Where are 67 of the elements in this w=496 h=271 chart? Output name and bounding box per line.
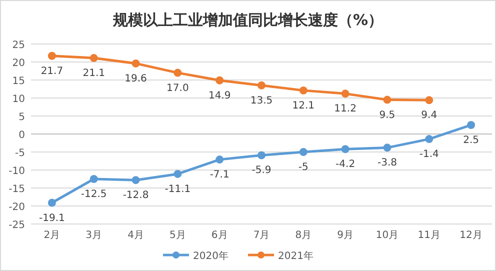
point [216,76,224,84]
y-tick-label: 10 [12,94,25,105]
point [48,198,56,207]
data-label: -11.1 [164,184,191,195]
y-tick-label: 20 [12,58,25,69]
data-label: -3.8 [377,158,397,169]
x-tick-label: 11月 [418,230,441,241]
point [467,121,476,129]
point [90,54,98,62]
data-label: 9.5 [379,110,396,121]
data-label: 19.6 [124,73,147,84]
point [425,135,434,144]
point [383,96,392,104]
point [258,81,266,90]
x-tick-label: 3月 [86,230,102,241]
data-label: 14.9 [208,90,231,102]
x-tick-label: 6月 [211,230,228,241]
data-label: -12.8 [122,190,149,202]
point [299,86,308,94]
data-label: 17.0 [166,82,189,94]
point [341,145,350,154]
x-tick-label: 2月 [44,230,60,241]
x-tick-label: 12月 [460,230,482,241]
point [90,175,98,183]
y-tick-label: -20 [8,202,25,213]
x-tick-label: 4月 [128,230,144,241]
data-label: 12.1 [292,100,315,112]
x-tick-label: 8月 [295,230,312,241]
y-tick-label: -5 [15,148,25,159]
data-label: -1.4 [419,149,439,160]
legend-label: 2021年 [278,250,314,262]
data-label: -19.1 [39,212,65,224]
data-label: 21.7 [40,66,64,77]
data-label: -4.2 [336,159,356,170]
data-label: -5 [298,162,308,173]
x-tick-label: 7月 [253,230,270,241]
data-label: 21.1 [82,68,105,80]
data-label: 13.5 [250,95,273,106]
point [48,52,56,60]
data-label: 11.2 [334,104,356,115]
y-tick-label: 15 [12,76,25,87]
data-label: 2.5 [463,135,479,146]
data-label: -5.9 [252,165,272,176]
point [174,170,182,178]
legend-label: 2020年 [193,250,228,262]
point [383,144,392,152]
x-tick-label: 5月 [169,230,186,241]
x-tick-label: 10月 [376,230,399,241]
x-tick-label: 9月 [337,230,354,241]
y-tick-label: 0 [18,130,25,141]
point [299,148,308,156]
y-tick-label: -15 [8,184,25,195]
point [174,68,182,77]
point [425,96,434,104]
point [216,156,224,164]
data-label: -12.5 [80,189,107,200]
y-tick-label: -25 [8,220,25,231]
point [341,90,350,98]
title: 规模以上工业增加值同比增长速度（%） [112,11,384,29]
point [132,176,140,184]
point [258,151,266,160]
point [132,59,140,68]
y-tick-label: 25 [12,40,25,51]
data-label: 9.4 [421,110,438,122]
y-tick-label: -10 [8,166,25,177]
data-label: -7.1 [210,170,230,181]
y-tick-label: 5 [18,112,25,123]
